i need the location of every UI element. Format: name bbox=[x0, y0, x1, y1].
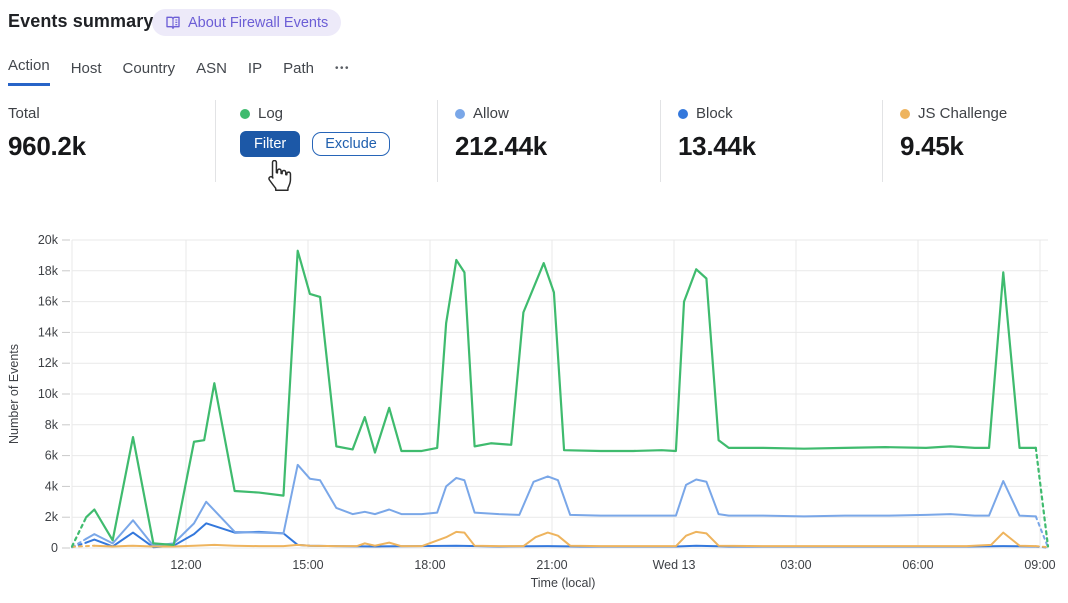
stat-allow-label: Allow bbox=[473, 105, 509, 122]
stat-block-label: Block bbox=[696, 105, 733, 122]
page-title: Events summary bbox=[8, 11, 154, 31]
tab-host[interactable]: Host bbox=[70, 60, 102, 77]
y-tick-label: 2k bbox=[45, 510, 59, 524]
filter-button[interactable]: Filter bbox=[240, 131, 301, 157]
stat-js-challenge-label: JS Challenge bbox=[918, 105, 1008, 122]
summary-tabs: Action Host Country ASN IP Path ••• bbox=[8, 57, 350, 86]
tabs-more-button[interactable]: ••• bbox=[334, 63, 350, 74]
y-tick-label: 12k bbox=[38, 356, 59, 370]
x-tick-label: 03:00 bbox=[780, 558, 811, 572]
series-allow-line bbox=[85, 463, 1037, 547]
log-legend-dot-icon bbox=[240, 108, 250, 119]
y-axis-title: Number of Events bbox=[7, 344, 21, 444]
y-tick-label: 8k bbox=[45, 418, 59, 432]
stat-allow[interactable]: Allow 212.44k bbox=[455, 105, 547, 162]
stat-divider bbox=[882, 100, 883, 182]
cursor-pointer-icon bbox=[268, 160, 292, 192]
stat-js-challenge-value: 9.45k bbox=[900, 131, 964, 161]
stat-total: Total 960.2k bbox=[8, 105, 86, 162]
y-tick-label: 10k bbox=[38, 387, 59, 401]
y-tick-label: 16k bbox=[38, 295, 59, 309]
js-challenge-legend-dot-icon bbox=[900, 108, 910, 119]
y-tick-label: 18k bbox=[38, 264, 59, 278]
y-tick-label: 14k bbox=[38, 325, 59, 339]
series-log-dashed bbox=[1034, 446, 1050, 548]
stat-divider bbox=[215, 100, 216, 182]
y-tick-label: 20k bbox=[38, 233, 59, 247]
allow-legend-dot-icon bbox=[455, 108, 465, 119]
series-js-challenge-line bbox=[93, 530, 1037, 548]
x-tick-label: 09:00 bbox=[1024, 558, 1055, 572]
y-tick-label: 4k bbox=[45, 479, 59, 493]
block-legend-dot-icon bbox=[678, 108, 688, 119]
tab-ip[interactable]: IP bbox=[247, 60, 263, 77]
exclude-button[interactable]: Exclude bbox=[312, 132, 390, 156]
series-log-line bbox=[85, 249, 1037, 547]
x-tick-label: 06:00 bbox=[902, 558, 933, 572]
stat-block[interactable]: Block 13.44k bbox=[678, 105, 756, 162]
tab-asn[interactable]: ASN bbox=[196, 60, 227, 77]
x-tick-label: 21:00 bbox=[536, 558, 567, 572]
tab-action[interactable]: Action bbox=[8, 57, 50, 86]
x-tick-label: 12:00 bbox=[170, 558, 201, 572]
series-log-dashed bbox=[70, 516, 88, 548]
x-tick-label: Wed 13 bbox=[653, 558, 696, 572]
tab-path[interactable]: Path bbox=[283, 60, 314, 77]
y-tick-label: 6k bbox=[45, 449, 59, 463]
stat-js-challenge[interactable]: JS Challenge 9.45k bbox=[900, 105, 1007, 162]
series-js-challenge-dashed bbox=[1034, 545, 1049, 549]
x-axis-title: Time (local) bbox=[531, 576, 596, 590]
series-js-challenge-dashed bbox=[71, 544, 96, 548]
stat-total-label: Total bbox=[8, 105, 40, 122]
stat-block-value: 13.44k bbox=[678, 131, 756, 161]
about-firewall-events-label: About Firewall Events bbox=[188, 14, 329, 31]
stat-log[interactable]: Log Filter Exclude bbox=[240, 105, 390, 157]
x-tick-label: 15:00 bbox=[292, 558, 323, 572]
events-time-series-chart[interactable]: 0 2k 4k 6k 8k 10k 12k 14k 16k 18k 20k 12:00 15:00 18:… bbox=[0, 230, 1068, 598]
y-tick-label: 0 bbox=[51, 541, 58, 555]
stat-divider bbox=[660, 100, 661, 182]
stat-log-label: Log bbox=[258, 105, 284, 122]
book-icon bbox=[166, 16, 180, 29]
stat-divider bbox=[437, 100, 438, 182]
stat-allow-value: 212.44k bbox=[455, 131, 547, 161]
stat-total-value: 960.2k bbox=[8, 131, 86, 161]
tab-country[interactable]: Country bbox=[122, 60, 176, 77]
series-allow-dashed bbox=[1034, 515, 1049, 549]
x-tick-label: 18:00 bbox=[414, 558, 445, 572]
about-firewall-events-badge[interactable]: About Firewall Events bbox=[152, 9, 342, 36]
